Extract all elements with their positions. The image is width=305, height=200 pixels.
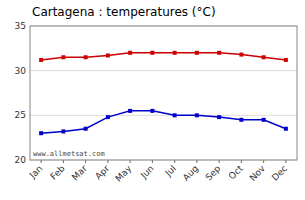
x-tick-label: Apr <box>93 163 111 181</box>
marker <box>239 53 243 57</box>
marker <box>284 127 288 131</box>
marker <box>217 115 221 119</box>
grid-line <box>30 115 297 116</box>
x-tick-label: May <box>113 163 134 184</box>
marker <box>39 58 43 62</box>
marker <box>128 109 132 113</box>
series-line <box>41 53 286 60</box>
x-tick-label: Jan <box>27 163 45 181</box>
plot-frame <box>30 26 297 160</box>
marker <box>61 55 65 59</box>
marker <box>84 55 88 59</box>
marker <box>217 51 221 55</box>
y-tick-label: 35 <box>15 21 26 31</box>
watermark: www.allmetsat.com <box>33 150 105 158</box>
marker <box>128 51 132 55</box>
marker <box>239 118 243 122</box>
data-group <box>39 51 288 135</box>
y-tick-label: 20 <box>15 155 27 165</box>
marker <box>61 129 65 133</box>
x-tick-label: Aug <box>181 163 201 183</box>
x-tick-label: Sep <box>203 163 222 182</box>
x-tick-label: Oct <box>227 163 245 181</box>
marker <box>195 113 199 117</box>
grid-line <box>30 70 297 71</box>
marker <box>106 115 110 119</box>
marker <box>262 118 266 122</box>
x-tick-label: Jun <box>138 163 156 181</box>
marker <box>173 51 177 55</box>
marker <box>84 127 88 131</box>
x-tick-label: Mar <box>70 163 89 182</box>
marker <box>195 51 199 55</box>
x-tick-label: Jul <box>163 163 178 178</box>
chart: 20 25 30 35 JanFebMarAprMayJun JulAugSep OctNo… <box>0 0 305 200</box>
marker <box>39 131 43 135</box>
marker <box>150 51 154 55</box>
y-tick-label: 25 <box>15 110 26 120</box>
plot-area <box>30 26 297 160</box>
marker <box>173 113 177 117</box>
x-tick-label: Nov <box>248 163 268 183</box>
x-tick-label: Dec <box>270 163 289 182</box>
y-tick-label: 30 <box>15 66 27 76</box>
marker <box>284 58 288 62</box>
marker <box>262 55 266 59</box>
title: Cartagena : temperatures (°C) <box>32 5 216 19</box>
series-line <box>41 111 286 133</box>
marker <box>106 53 110 57</box>
x-tick-label: Feb <box>48 163 67 182</box>
marker <box>150 109 154 113</box>
